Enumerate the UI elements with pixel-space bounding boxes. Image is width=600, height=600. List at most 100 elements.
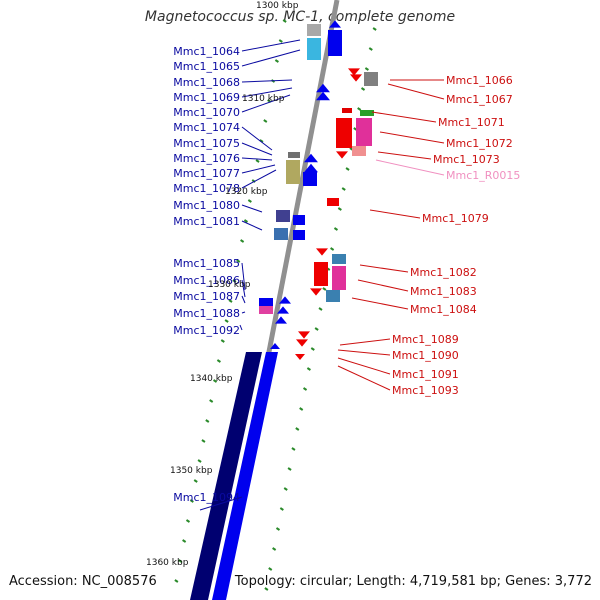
gene-box bbox=[259, 298, 273, 308]
gene-box bbox=[293, 215, 305, 225]
gene-box bbox=[327, 198, 339, 206]
gene-label-left: Mmc1_1087 bbox=[173, 290, 240, 303]
leader-line bbox=[241, 262, 246, 291]
gene-label-left: Mmc1_1074 bbox=[173, 121, 240, 134]
gene-label-left: Mmc1_1080 bbox=[173, 199, 240, 212]
gene-arrow bbox=[336, 151, 348, 159]
gene-labels: Mmc1_1064 Mmc1_1065 Mmc1_1068 Mmc1_1069 Mmc1… bbox=[173, 45, 520, 504]
gene-label-left: Mmc1_1077 bbox=[173, 167, 240, 180]
tick-right bbox=[302, 387, 308, 391]
topology-text: Topology: circular; Length: 4,719,581 bp… bbox=[234, 574, 592, 589]
gene-label-right: Mmc1_1073 bbox=[433, 153, 500, 166]
tick-left bbox=[220, 339, 225, 343]
tick-left bbox=[247, 199, 252, 203]
gene-arrow bbox=[310, 288, 322, 296]
leader-line bbox=[241, 126, 273, 151]
leader-line bbox=[241, 295, 246, 304]
gene-label-right: Mmc1_1067 bbox=[446, 93, 513, 106]
label-leader-lines bbox=[199, 39, 445, 511]
gene-label-left: Mmc1_1075 bbox=[173, 137, 240, 150]
tick-left bbox=[182, 539, 187, 543]
gene-arrow bbox=[279, 296, 291, 304]
tick-right bbox=[287, 467, 292, 471]
gene-arrow bbox=[298, 331, 310, 339]
gene-label-left: Mmc1_1076 bbox=[173, 152, 240, 165]
gene-arrow bbox=[348, 68, 360, 76]
gene-label-right: Mmc1_1082 bbox=[410, 266, 477, 279]
gene-label-left: Mmc1_1081 bbox=[173, 215, 240, 228]
gene-box bbox=[276, 210, 290, 222]
kbp-label: 1310 kbp bbox=[242, 94, 285, 104]
tick-right bbox=[279, 507, 284, 511]
gene-box bbox=[259, 306, 273, 314]
gene-box bbox=[303, 172, 317, 186]
gene-box bbox=[307, 24, 321, 36]
tick-right bbox=[372, 27, 377, 31]
gene-arrow bbox=[316, 83, 330, 93]
tick-left bbox=[193, 479, 198, 483]
kbp-label: 1350 kbp bbox=[170, 466, 213, 476]
gene-box bbox=[293, 230, 305, 240]
kbp-label: 1300 kbp bbox=[256, 1, 299, 11]
tick-right bbox=[299, 407, 304, 411]
gene-label-right: Mmc1_1089 bbox=[392, 333, 459, 346]
kbp-label: 1330 kbp bbox=[208, 280, 251, 290]
tick-right bbox=[314, 327, 319, 331]
gene-arrow bbox=[304, 163, 318, 173]
gene-arrow bbox=[295, 354, 305, 360]
gene-label-right: Mmc1_1084 bbox=[410, 303, 477, 316]
gene-box bbox=[332, 266, 346, 290]
gene-box bbox=[360, 110, 374, 116]
leader-line bbox=[241, 142, 273, 156]
tick-right bbox=[310, 347, 315, 351]
tick-left bbox=[263, 119, 268, 123]
gene-label-right: Mmc1_R0015 bbox=[446, 169, 520, 182]
gene-label-right: Mmc1_1072 bbox=[446, 137, 513, 150]
accession-text: Accession: NC_008576 bbox=[9, 574, 157, 589]
tick-left bbox=[236, 259, 241, 263]
leader-line bbox=[337, 365, 391, 391]
kbp-label: 1340 kbp bbox=[190, 374, 233, 384]
gene-arrow bbox=[270, 343, 280, 349]
tick-right bbox=[291, 447, 296, 451]
leader-line bbox=[351, 297, 409, 310]
tick-left bbox=[232, 279, 237, 283]
tick-left bbox=[201, 439, 206, 443]
tick-left bbox=[209, 399, 214, 403]
leader-line bbox=[241, 169, 277, 189]
tick-left bbox=[189, 499, 194, 503]
leader-line bbox=[241, 79, 293, 83]
leader-line bbox=[359, 264, 409, 273]
leader-line bbox=[199, 496, 243, 511]
gene-label-right: Mmc1_1066 bbox=[446, 74, 513, 87]
gene-features bbox=[190, 20, 378, 600]
leader-line bbox=[241, 49, 301, 67]
tick-right bbox=[306, 367, 311, 371]
tick-right bbox=[337, 207, 342, 211]
tick-left bbox=[205, 419, 210, 423]
tick-left bbox=[185, 519, 191, 523]
leader-line bbox=[241, 279, 246, 298]
gene-box bbox=[314, 262, 328, 286]
leader-line bbox=[377, 151, 432, 160]
tick-right bbox=[368, 47, 373, 51]
gene-label-left: Mmc1_1094 bbox=[173, 491, 240, 504]
tick-left bbox=[174, 579, 179, 583]
gene-label-left: Mmc1_1070 bbox=[173, 106, 240, 119]
tick-right bbox=[268, 567, 273, 571]
gene-arrow bbox=[316, 248, 328, 256]
tick-left bbox=[228, 299, 233, 303]
gene-box bbox=[356, 118, 372, 146]
tick-right bbox=[330, 247, 335, 251]
gene-label-left: Mmc1_1088 bbox=[173, 307, 240, 320]
tick-left bbox=[274, 59, 279, 63]
map-title: Magnetococcus sp. MC-1, complete genome bbox=[144, 9, 456, 25]
tick-right bbox=[283, 487, 288, 491]
gene-label-right: Mmc1_1083 bbox=[410, 285, 477, 298]
tick-right bbox=[360, 87, 366, 91]
leader-line bbox=[375, 159, 445, 176]
gene-box bbox=[274, 228, 288, 240]
gene-label-left: Mmc1_1064 bbox=[173, 45, 240, 58]
gene-label-left: Mmc1_1086 bbox=[173, 274, 240, 287]
tick-left bbox=[240, 239, 245, 243]
